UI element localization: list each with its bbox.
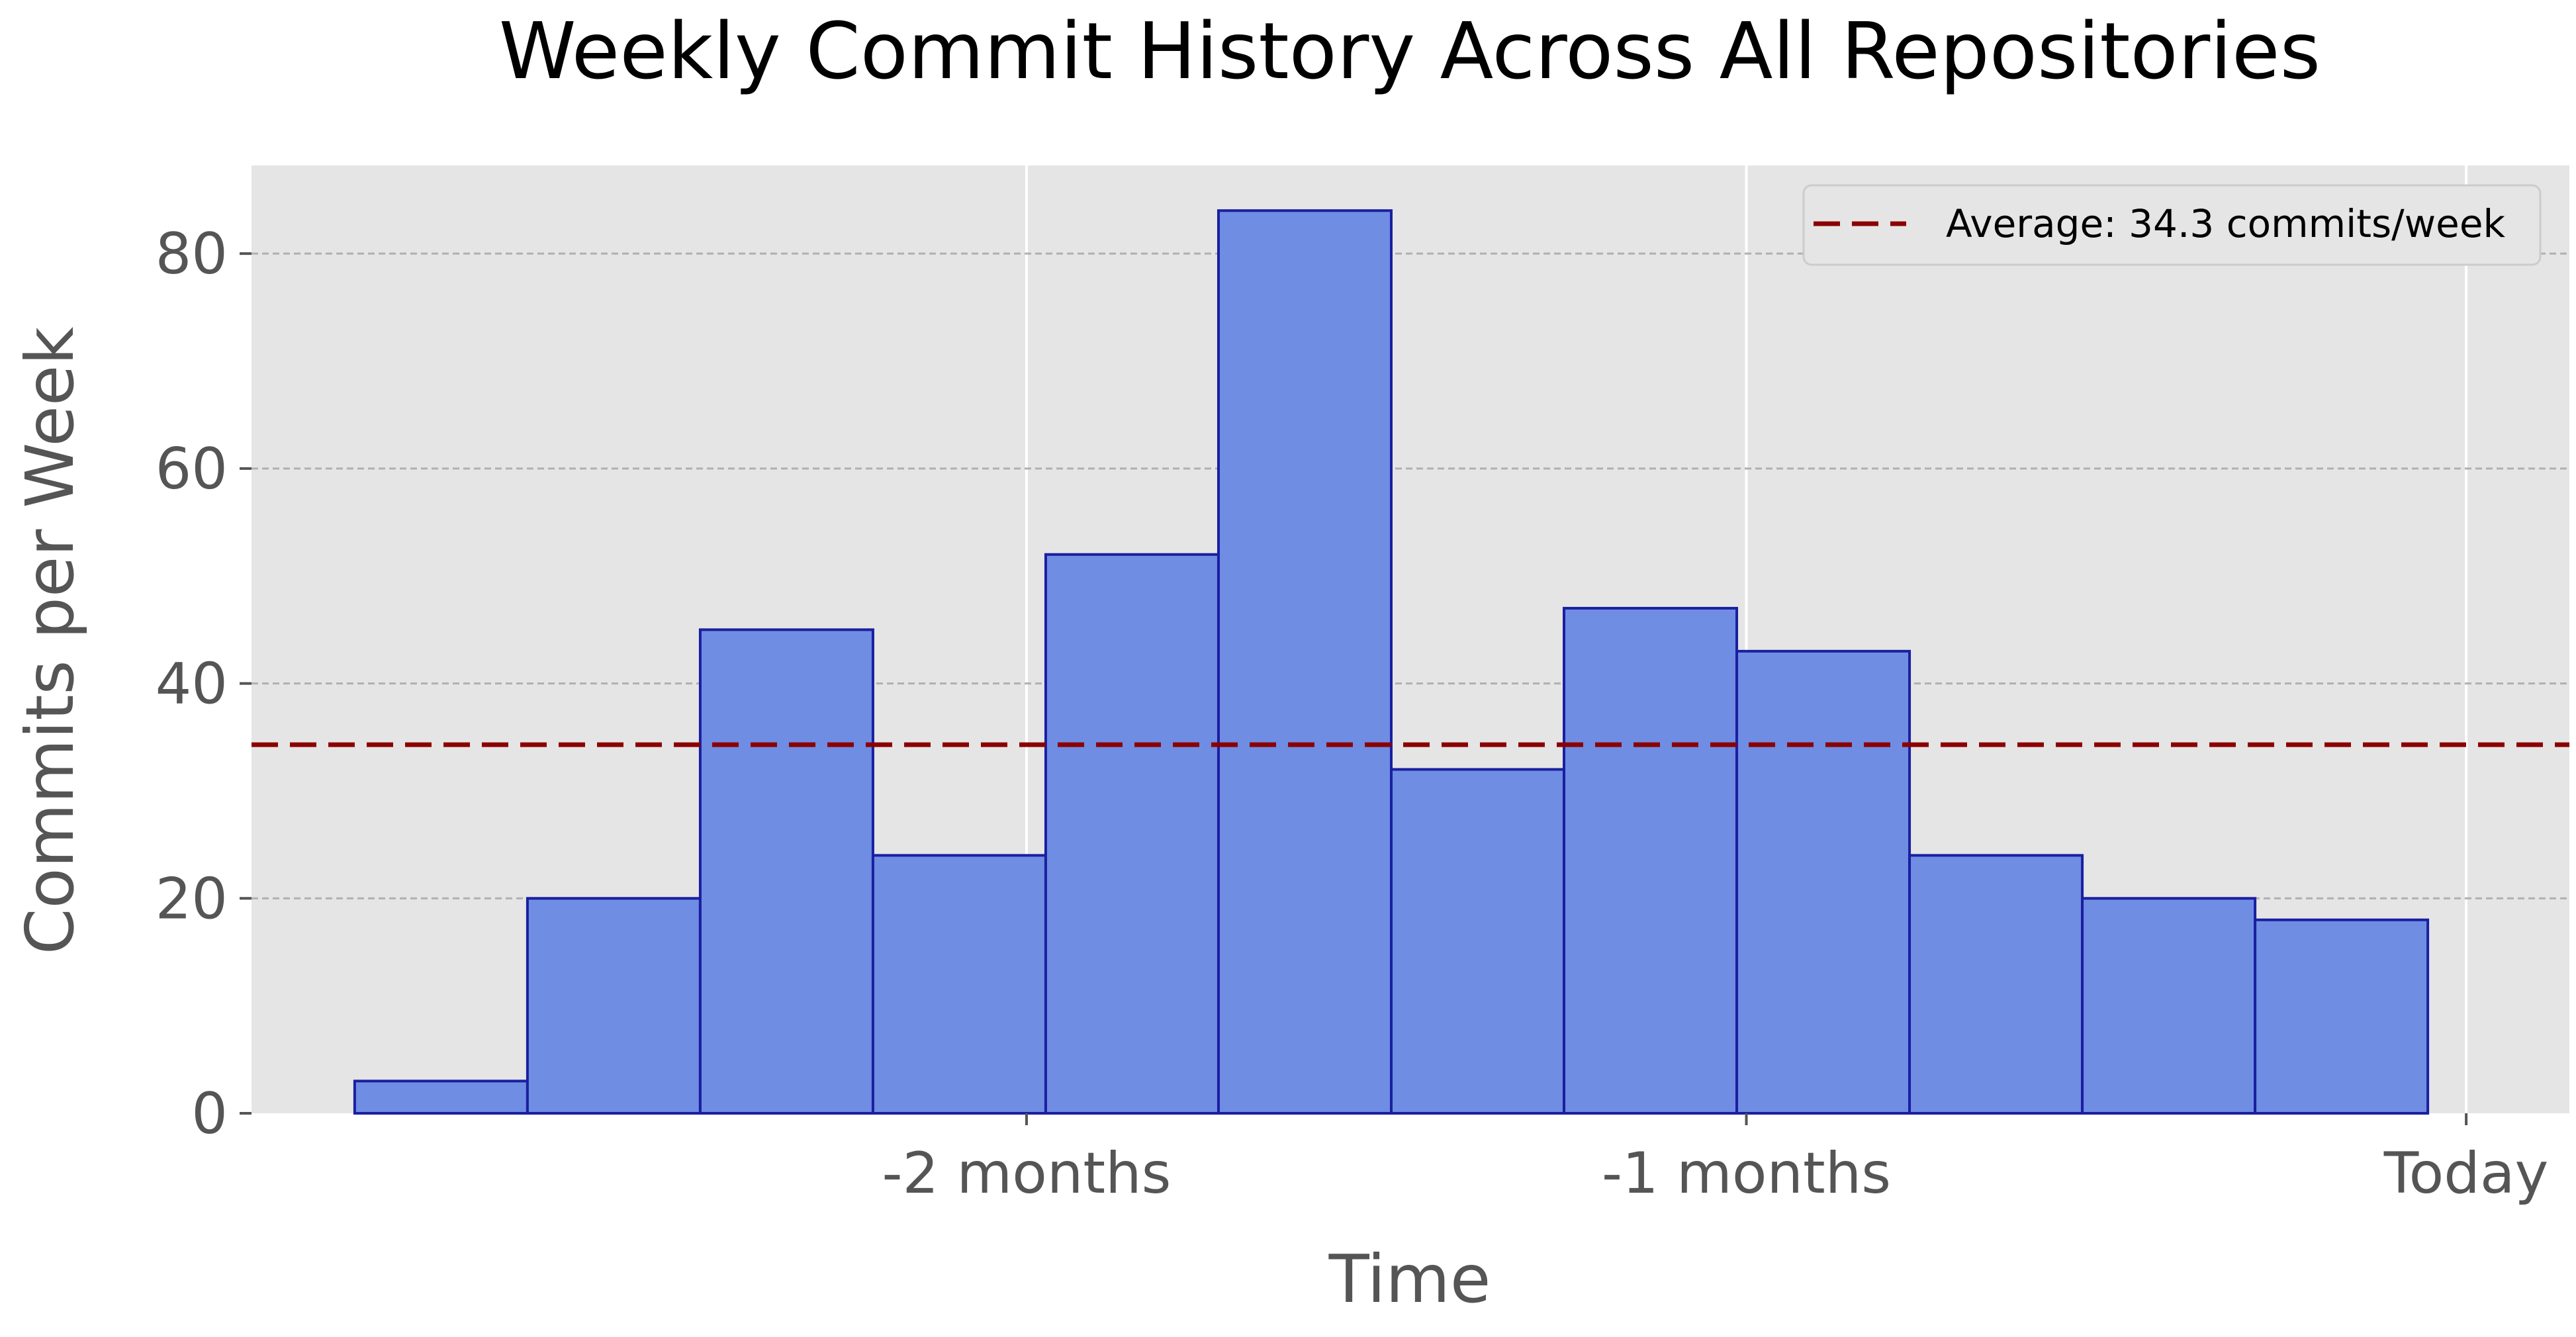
x-axis-label: Time [1328, 1240, 1491, 1318]
bar-2 [698, 628, 874, 1115]
bar-9 [1908, 854, 2084, 1115]
x-tick-label-1: -1 months [1602, 1140, 1891, 1207]
bar-0 [353, 1080, 529, 1115]
legend-box [1802, 184, 2542, 266]
chart-title: Weekly Commit History Across All Reposit… [499, 5, 2321, 97]
x-axis-ticks: -2 months -1 months Today [882, 1113, 2548, 1207]
x-tick-label-0: -2 months [882, 1140, 1171, 1207]
bar-10 [2081, 897, 2257, 1115]
y-tick-label-1: 20 [156, 866, 228, 932]
legend: Average: 34.3 commits/week [1802, 184, 2542, 266]
bars [353, 209, 2430, 1115]
bar-7 [1563, 606, 1739, 1115]
bar-8 [1735, 649, 1911, 1115]
y-axis-ticks: 0 20 40 60 80 [156, 221, 252, 1147]
bar-11 [2254, 918, 2430, 1115]
bar-5 [1217, 209, 1393, 1115]
x-tick-label-2: Today [2383, 1140, 2549, 1207]
legend-average-label: Average: 34.3 commits/week [1946, 201, 2506, 246]
y-axis-label: Commits per Week [11, 327, 89, 955]
bar-6 [1389, 768, 1566, 1115]
y-tick-label-2: 40 [156, 651, 228, 717]
bar-4 [1044, 553, 1220, 1115]
bar-1 [526, 897, 702, 1115]
y-tick-label-3: 60 [156, 436, 228, 502]
y-tick-label-4: 80 [156, 221, 228, 287]
bar-3 [871, 854, 1047, 1115]
y-tick-label-0: 0 [191, 1081, 228, 1147]
